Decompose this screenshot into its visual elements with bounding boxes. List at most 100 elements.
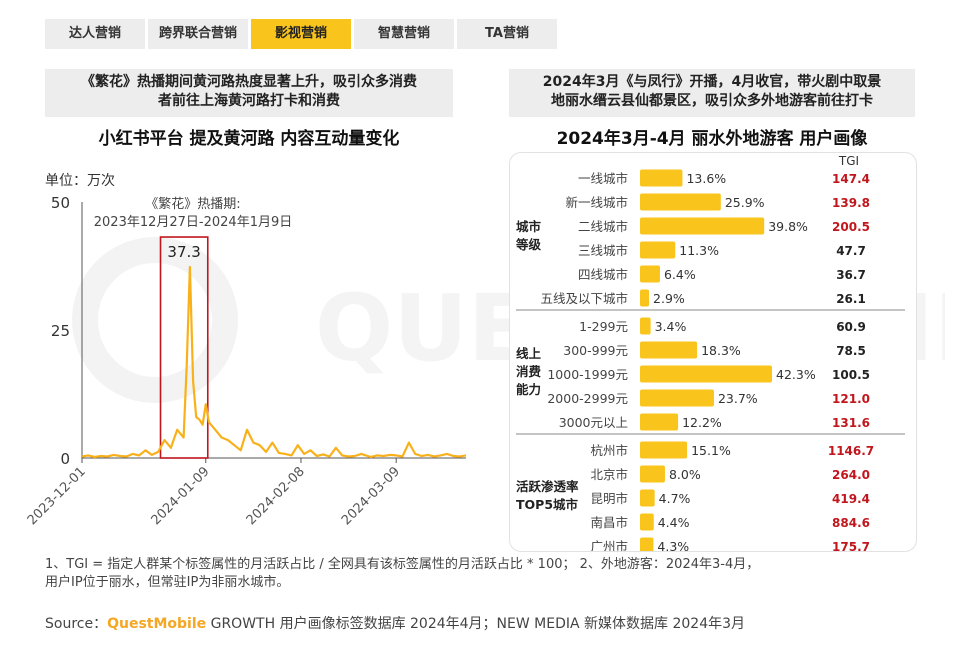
left-callout: 《繁花》热播期间黄河路热度显著上升，吸引众多消费 者前往上海黄河路打卡和消费 — [45, 69, 453, 117]
source-brand: QuestMobile — [107, 616, 207, 632]
bar-group-label: 城市 — [516, 219, 542, 234]
bar-category-label: 南昌市 — [590, 515, 628, 530]
bar-category-label: 一线城市 — [578, 171, 628, 186]
tgi-value: 419.4 — [832, 492, 870, 506]
bar-value-label: 13.6% — [686, 171, 726, 186]
bar-category-label: 广州市 — [590, 539, 628, 551]
bar-category-label: 二线城市 — [578, 219, 628, 234]
tgi-value: 100.5 — [832, 368, 870, 382]
tab-ta-marketing[interactable]: TA营销 — [457, 19, 557, 49]
tgi-value: 264.0 — [832, 468, 870, 482]
right-callout-line2: 地丽水缙云县仙都景区，吸引众多外地游客前往打卡 — [551, 93, 873, 109]
broadcast-period-label-1: 《繁花》热播期: — [145, 196, 240, 212]
bar-category-label: 1000-1999元 — [547, 367, 628, 382]
bar-value-label: 42.3% — [776, 367, 816, 382]
tgi-value: 60.9 — [836, 320, 866, 334]
source-prefix: Source： — [45, 616, 108, 632]
tgi-value: 26.1 — [836, 292, 866, 306]
bar-group-label: 消费 — [516, 364, 542, 379]
tgi-value: 47.7 — [836, 244, 866, 258]
tgi-value: 200.5 — [832, 220, 870, 234]
bar — [640, 389, 714, 407]
peak-label: 37.3 — [167, 243, 200, 261]
bar — [640, 341, 698, 359]
line-chart: 0 25 50 2023-12-01 2024-01-09 2024-02-08 2024-… — [25, 194, 467, 528]
tgi-value: 36.7 — [836, 268, 866, 282]
x-tick-label: 2024-01-09 — [149, 464, 213, 528]
bar-category-label: 三线城市 — [578, 243, 628, 258]
bar — [640, 317, 651, 335]
bar-value-label: 39.8% — [768, 219, 808, 234]
bar-category-label: 300-999元 — [563, 343, 628, 358]
bar-category-label: 1-299元 — [579, 319, 628, 334]
bar-category-label: 新一线城市 — [565, 195, 628, 210]
tab-influencer-marketing[interactable]: 达人营销 — [45, 19, 145, 49]
x-tick-label: 2024-03-09 — [339, 464, 403, 528]
y-tick-label: 25 — [51, 322, 70, 340]
broadcast-period-label-2: 2023年12月27日-2024年1月9日 — [94, 215, 293, 230]
y-tick-label: 0 — [60, 450, 70, 468]
tab-smart-marketing[interactable]: 智慧营销 — [354, 19, 454, 49]
tab-film-tv-marketing[interactable]: 影视营销 — [251, 19, 351, 49]
tgi-value: 78.5 — [836, 344, 866, 358]
left-callout-line2: 者前往上海黄河路打卡和消费 — [158, 93, 340, 109]
bar-value-label: 12.2% — [682, 415, 722, 430]
source-line: Source：QuestMobile GROWTH 用户画像标签数据库 2024… — [45, 613, 745, 633]
tgi-value: 1146.7 — [828, 444, 874, 458]
bar — [640, 513, 654, 531]
bar — [640, 365, 772, 383]
bar — [640, 537, 654, 551]
broadcast-period-box — [159, 236, 209, 459]
footnote-line2: 用户IP位于丽水，但常驻IP为非丽水城市。 — [45, 575, 290, 590]
right-callout: 2024年3月《与凤行》开播，4月收官，带火剧中取景 地丽水缙云县仙都景区，吸引… — [509, 69, 915, 117]
bar-group-label: 等级 — [515, 237, 542, 252]
bar — [640, 217, 765, 235]
line-chart-unit: 单位：万次 — [45, 173, 115, 189]
right-callout-line1: 2024年3月《与凤行》开播，4月收官，带火剧中取景 — [542, 74, 882, 90]
bar-value-label: 4.3% — [657, 539, 689, 551]
x-tick-label: 2023-12-01 — [25, 464, 89, 528]
right-chart-title: 2024年3月-4月 丽水外地游客 用户画像 — [556, 129, 868, 149]
tab-crossover-marketing[interactable]: 跨界联合营销 — [148, 19, 248, 49]
bar — [640, 465, 665, 483]
footnote-line1: 1、TGI = 指定人群某个标签属性的月活跃占比 / 全网具有该标签属性的月活跃… — [45, 557, 760, 572]
bar-category-label: 北京市 — [590, 467, 628, 482]
bar-value-label: 2.9% — [653, 291, 685, 306]
tgi-value: 884.6 — [832, 516, 870, 530]
bar-value-label: 23.7% — [718, 391, 758, 406]
tgi-value: 147.4 — [832, 172, 870, 186]
bar — [640, 169, 683, 187]
tgi-value: 121.0 — [832, 392, 870, 406]
bar-value-label: 15.1% — [691, 443, 731, 458]
source-text: GROWTH 用户画像标签数据库 2024年4月；NEW MEDIA 新媒体数据… — [206, 616, 746, 632]
bar-value-label: 4.7% — [659, 491, 691, 506]
interaction-volume-line — [81, 265, 467, 459]
bar-group-label: 能力 — [516, 382, 541, 397]
bar — [640, 193, 721, 211]
bar-category-label: 五线及以下城市 — [540, 291, 628, 306]
bar-value-label: 11.3% — [679, 243, 719, 258]
footnote: 1、TGI = 指定人群某个标签属性的月活跃占比 / 全网具有该标签属性的月活跃… — [45, 556, 925, 592]
bar-group-label: 活跃渗透率 — [516, 479, 579, 494]
user-profile-panel: TGI 一线城市 13.6% 147.4 新一线城市 25.9% 139.8 二线城市 39.8… — [509, 152, 917, 552]
left-chart-title: 小红书平台 提及黄河路 内容互动量变化 — [98, 129, 400, 149]
bar-value-label: 4.4% — [658, 515, 690, 530]
bar-value-label: 25.9% — [725, 195, 765, 210]
tgi-value: 131.6 — [832, 416, 870, 430]
bar-value-label: 8.0% — [669, 467, 701, 482]
tgi-value: 139.8 — [832, 196, 870, 210]
y-tick-label: 50 — [51, 194, 70, 212]
bar-chart: TGI 一线城市 13.6% 147.4 新一线城市 25.9% 139.8 二线城市 39.8… — [515, 154, 905, 551]
bar-category-label: 昆明市 — [590, 491, 628, 506]
tgi-header: TGI — [838, 154, 859, 168]
x-tick-label: 2024-02-08 — [244, 464, 308, 528]
bar — [640, 441, 688, 459]
bar — [640, 289, 650, 307]
bar-category-label: 3000元以上 — [559, 415, 628, 430]
bar — [640, 413, 679, 431]
bar-category-label: 2000-2999元 — [547, 391, 628, 406]
tgi-value: 175.7 — [832, 540, 870, 551]
bar-value-label: 6.4% — [664, 267, 696, 282]
left-callout-line1: 《繁花》热播期间黄河路热度显著上升，吸引众多消费 — [81, 74, 417, 90]
bar — [640, 265, 660, 283]
